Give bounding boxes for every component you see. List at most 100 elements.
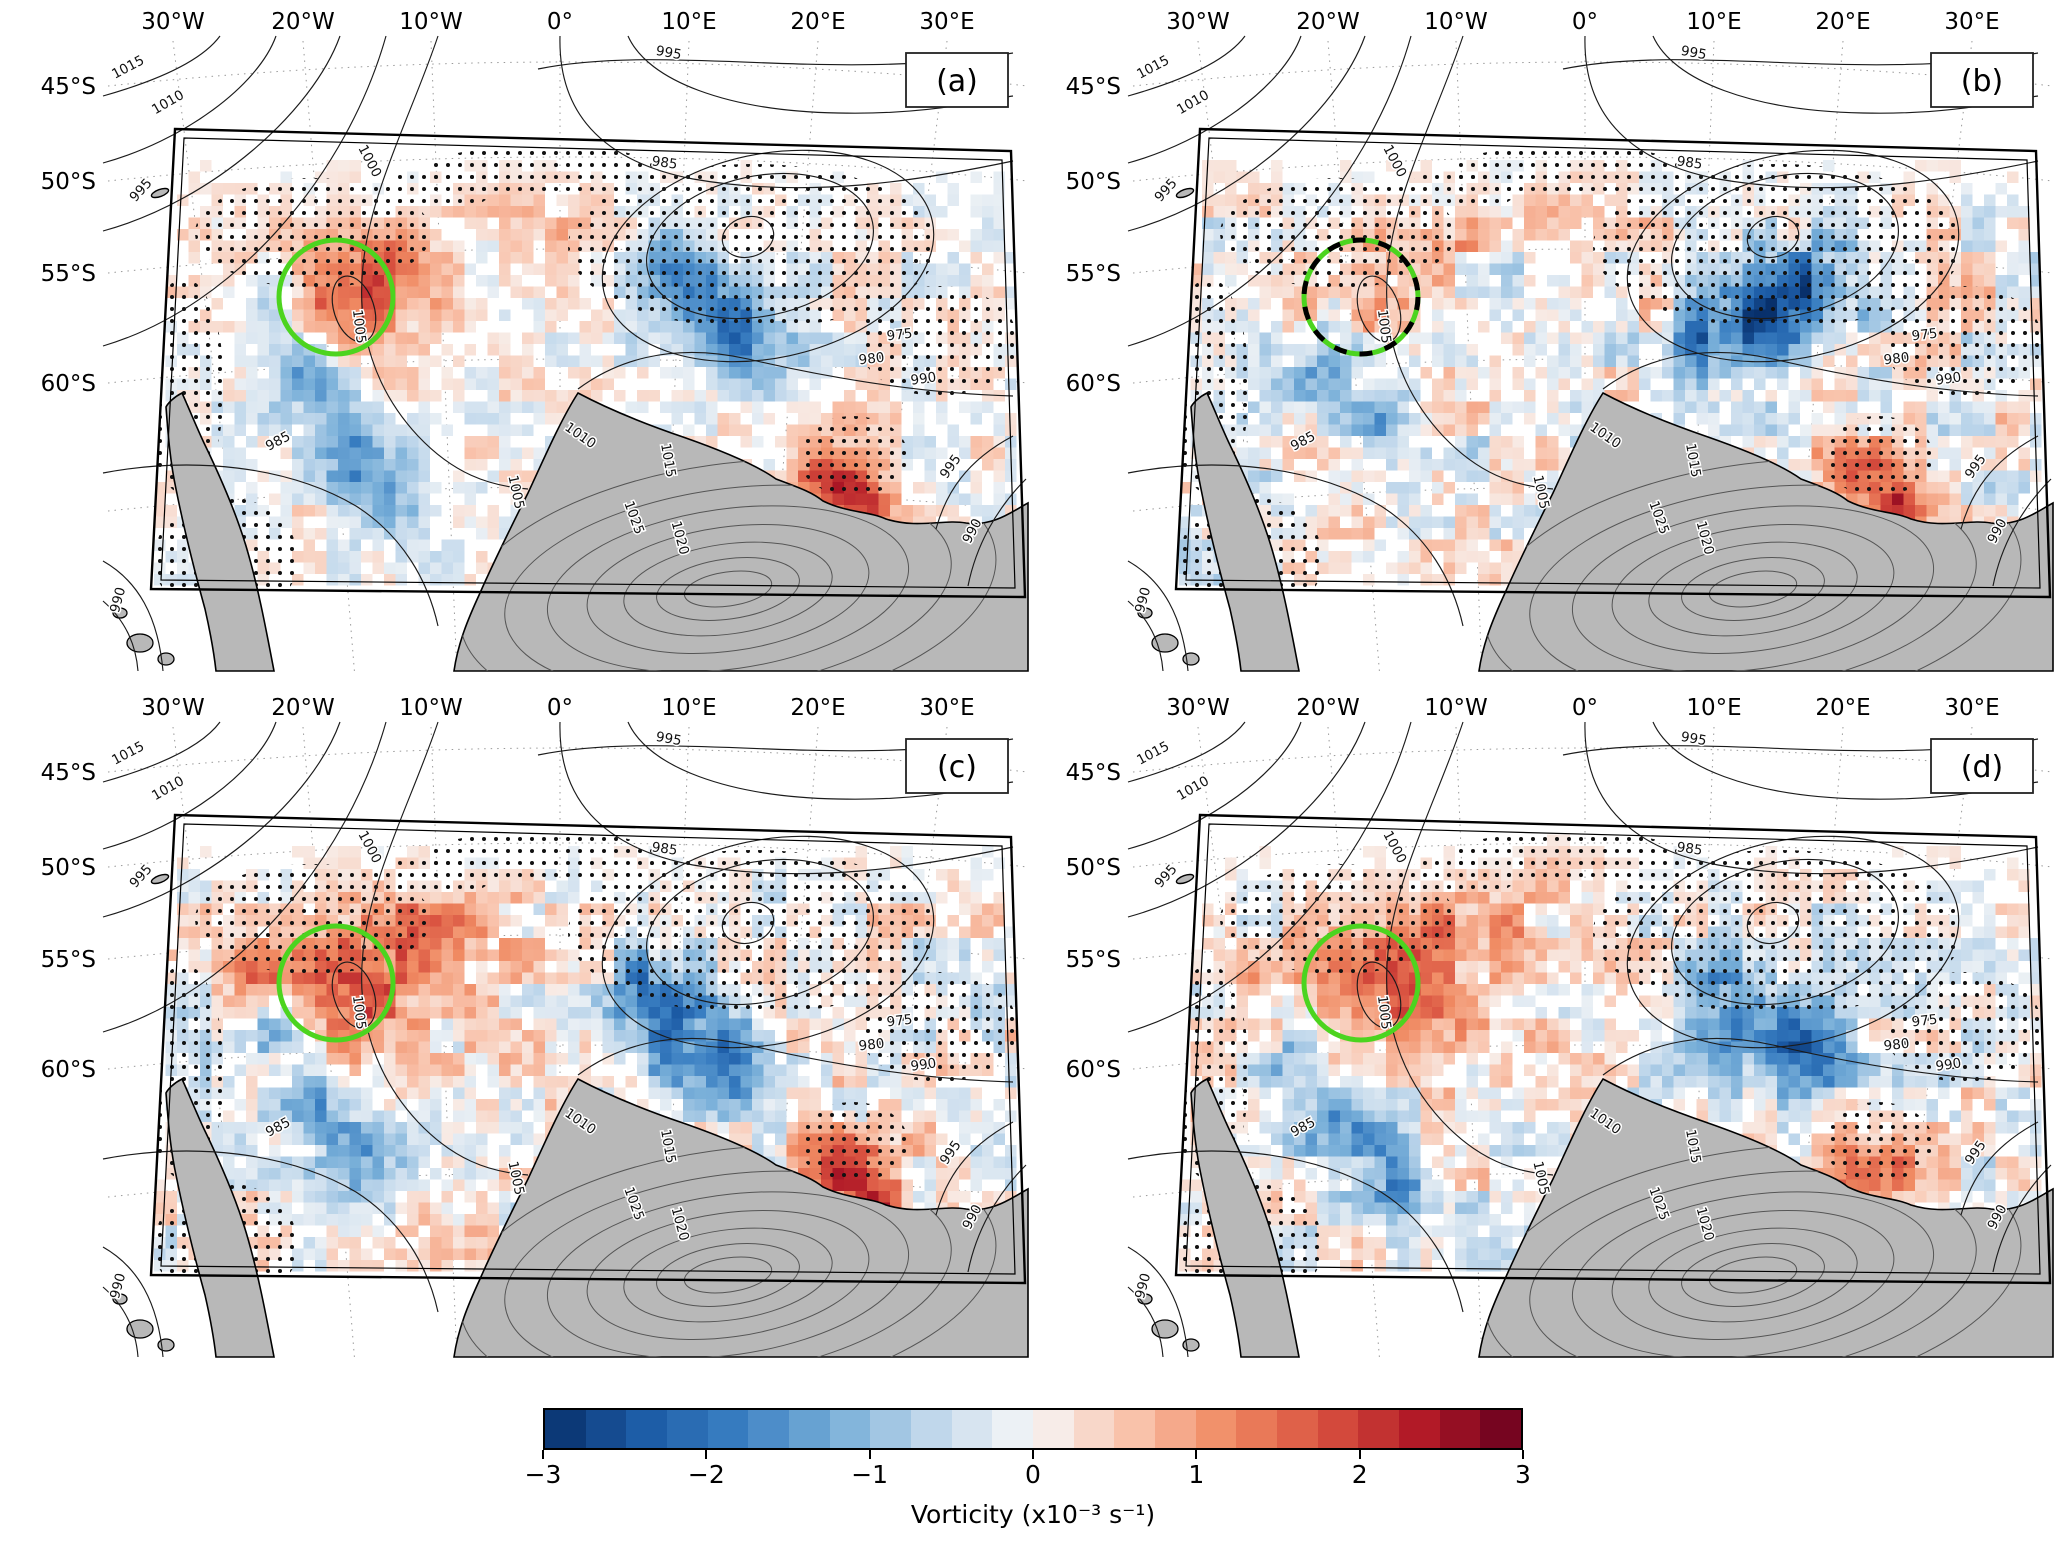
svg-text:20°E: 20°E [1815, 9, 1870, 35]
lon-tick-labels: 30°W 20°W 10°W 0° 10°E 20°E 30°E [141, 9, 974, 35]
map-d: 1015101099510001005995985975980990985100… [1066, 695, 2054, 1358]
colorbar-segment [1480, 1410, 1522, 1448]
svg-text:10°W: 10°W [399, 9, 463, 35]
svg-text:10°E: 10°E [1686, 9, 1741, 35]
svg-text:(b): (b) [1961, 64, 2003, 99]
domain-box-inner [160, 823, 1016, 1275]
svg-text:980: 980 [858, 350, 885, 369]
svg-text:50°S: 50°S [41, 169, 96, 195]
svg-text:10°E: 10°E [661, 9, 716, 35]
domain-box [1174, 813, 2052, 1285]
domain-box [149, 813, 1027, 1285]
panel-label: (a) [905, 52, 1009, 108]
domain-box [1174, 127, 2052, 599]
map-c: 1015101099510001005995985975980990985100… [41, 695, 1029, 1358]
highlight-circle [276, 923, 396, 1043]
domain-box-inner [1185, 823, 2041, 1275]
svg-text:20°E: 20°E [790, 9, 845, 35]
colorbar-segment [1277, 1410, 1318, 1448]
colorbar-segment [1439, 1410, 1481, 1448]
lon-tick-labels: 30°W 20°W 10°W 0° 10°E 20°E 30°E [1166, 695, 1999, 721]
svg-text:30°E: 30°E [919, 9, 974, 35]
svg-text:20°W: 20°W [271, 9, 335, 35]
panel-label: (c) [905, 738, 1009, 794]
svg-text:1005: 1005 [1374, 308, 1394, 344]
colorbar-tick [1358, 1450, 1361, 1459]
svg-text:980: 980 [1883, 350, 1910, 369]
colorbar-segment [951, 1410, 993, 1448]
colorbar-tick-label: 1 [1188, 1460, 1205, 1489]
map-b-host: 1015 1010 995 1000 1005 995 985 975 980 990 985 100… [1058, 6, 2058, 706]
svg-text:10°W: 10°W [1424, 9, 1488, 35]
panel-label: (b) [1930, 52, 2034, 108]
colorbar-segment [1236, 1410, 1278, 1448]
colorbar-ticks [542, 1450, 1524, 1460]
svg-text:995: 995 [126, 175, 155, 205]
colorbar-segment [1155, 1410, 1196, 1448]
svg-text:0°: 0° [547, 9, 573, 35]
colorbar-segment [992, 1410, 1034, 1448]
lat-tick-labels: 45°S50°S55°S60°S [1066, 74, 1121, 397]
highlight-circle [1301, 923, 1421, 1043]
colorbar-tick [868, 1450, 871, 1459]
lon-tick-labels: 30°W 20°W 10°W 0° 10°E 20°E 30°E [141, 695, 974, 721]
svg-text:(a): (a) [936, 64, 978, 99]
highlight-circle [276, 237, 396, 357]
highlight-circle-dash [1301, 237, 1421, 357]
colorbar-tick-label: 0 [1025, 1460, 1041, 1489]
panel-b: 1015 1010 995 1000 1005 995 985 975 980 990 985 100… [1058, 6, 2058, 706]
colorbar-segment [545, 1410, 586, 1448]
map-a: 1015101099510001005995985975980990985100… [41, 9, 1029, 672]
svg-text:60°S: 60°S [1066, 371, 1121, 397]
svg-text:1005: 1005 [349, 308, 369, 344]
colorbar-tick-label: −1 [851, 1460, 889, 1489]
colorbar-segment [829, 1410, 871, 1448]
colorbar: −3 −2 −1 0 1 2 3 Vorticity (x10⁻³ s⁻¹) [525, 1408, 1531, 1529]
svg-text:1010: 1010 [1174, 87, 1212, 118]
svg-text:985: 985 [651, 153, 679, 172]
colorbar-segment [870, 1410, 912, 1448]
svg-text:20°W: 20°W [1296, 9, 1360, 35]
svg-text:995: 995 [1680, 43, 1708, 63]
svg-text:1010: 1010 [149, 87, 187, 118]
colorbar-segment [1114, 1410, 1156, 1448]
colorbar-tick [705, 1450, 708, 1459]
map-c-host: 1015 1010 995 1000 1005 995 985 975 980 990 985 100… [33, 692, 1033, 1392]
domain-box-inner [1185, 137, 2041, 589]
map-d-host: 1015 1010 995 1000 1005 995 985 975 980 990 985 100… [1058, 692, 2058, 1392]
svg-text:30°W: 30°W [1166, 9, 1230, 35]
colorbar-segment [1358, 1410, 1400, 1448]
lat-tick-labels: 45°S50°S55°S60°S [1066, 760, 1121, 1083]
colorbar-tick [1195, 1450, 1198, 1459]
svg-text:55°S: 55°S [41, 261, 96, 287]
colorbar-segment [1317, 1410, 1359, 1448]
domain-box [149, 127, 1027, 599]
svg-text:995: 995 [1151, 175, 1180, 205]
colorbar-segment [585, 1410, 627, 1448]
colorbar-tick-label: −2 [687, 1460, 725, 1489]
colorbar-segment [748, 1410, 790, 1448]
svg-text:990: 990 [1935, 369, 1963, 388]
svg-text:45°S: 45°S [1066, 74, 1121, 100]
svg-text:0°: 0° [1572, 9, 1598, 35]
map-b: 1015101099510001005995985975980990985100… [1066, 9, 2054, 672]
panel-d: 1015 1010 995 1000 1005 995 985 975 980 990 985 100… [1058, 692, 2058, 1392]
colorbar-segment [1399, 1410, 1440, 1448]
svg-text:985: 985 [1676, 153, 1704, 172]
colorbar-segment [789, 1410, 830, 1448]
svg-text:990: 990 [910, 369, 938, 388]
svg-text:45°S: 45°S [41, 74, 96, 100]
svg-text:1000: 1000 [1379, 142, 1409, 180]
antarctica-land [112, 873, 1029, 1358]
colorbar-tick [1522, 1450, 1524, 1459]
panel-a: 1015 1010 995 1000 1005 995 985 975 980 990 985 100… [33, 6, 1033, 706]
colorbar-tick [1032, 1450, 1034, 1459]
colorbar-tick-labels: −3 −2 −1 0 1 2 3 [525, 1460, 1531, 1492]
svg-text:30°E: 30°E [1944, 9, 1999, 35]
colorbar-segment [1033, 1410, 1074, 1448]
pressure-contours [102, 35, 1027, 672]
svg-text:975: 975 [886, 326, 913, 345]
colorbar-segment [1195, 1410, 1237, 1448]
colorbar-tick-label: −3 [524, 1460, 562, 1489]
svg-text:30°W: 30°W [141, 9, 205, 35]
